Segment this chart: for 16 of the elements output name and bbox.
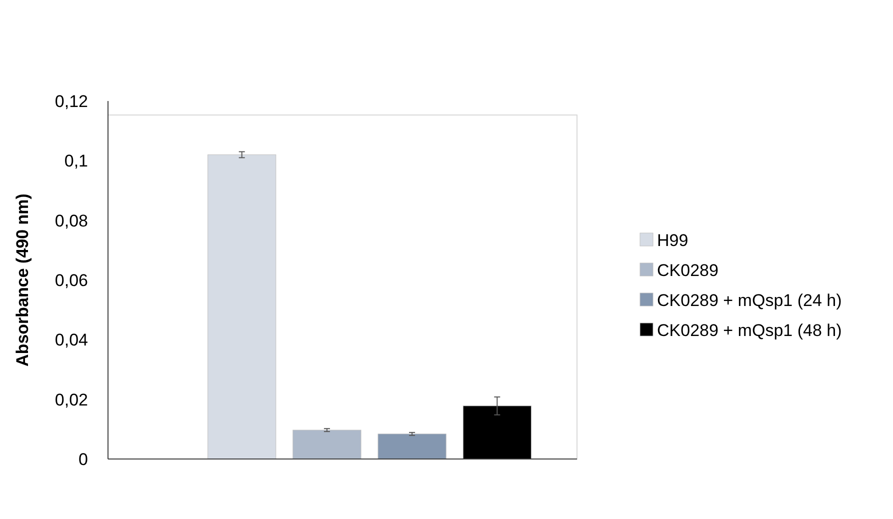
y-tick-label: 0,06	[54, 270, 88, 290]
y-tick-label: 0,02	[54, 390, 88, 410]
bar	[292, 430, 362, 460]
bar	[462, 406, 532, 460]
y-tick-label: 0	[78, 450, 88, 469]
y-tick-label: 0,04	[54, 330, 88, 350]
y-tick-label: 0,12	[54, 92, 88, 111]
bar	[208, 154, 276, 460]
legend-label: H99	[657, 230, 688, 250]
y-tick-label: 0,08	[54, 211, 88, 230]
y-tick-label: 0,1	[64, 152, 88, 171]
y-axis-title: Absorbance (490 nm)	[13, 194, 32, 366]
legend-label: CK0289 + mQsp1 (24 h)	[657, 290, 842, 310]
legend-label: CK0289	[657, 260, 718, 280]
legend-label: CK0289 + mQsp1 (48 h)	[657, 320, 842, 340]
bar	[378, 434, 446, 460]
